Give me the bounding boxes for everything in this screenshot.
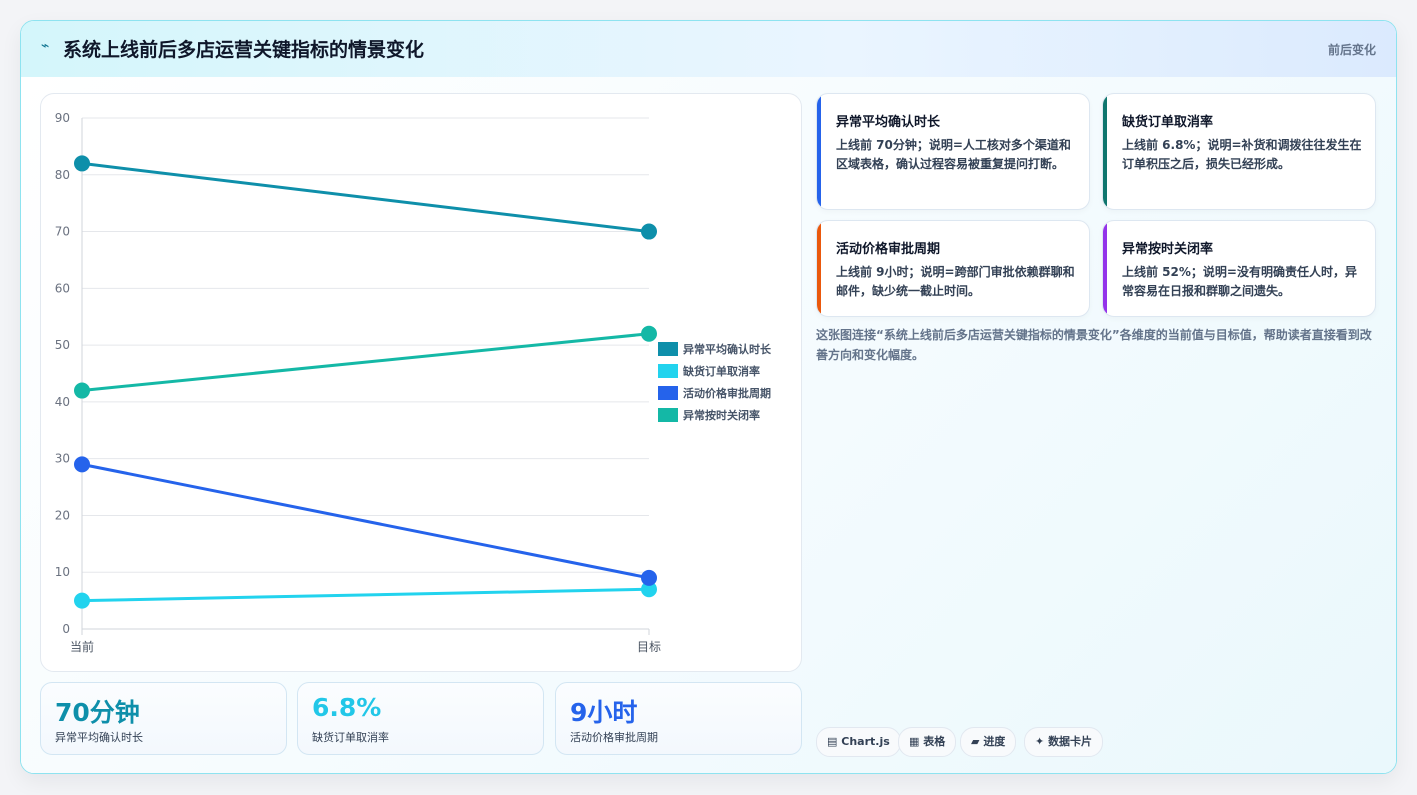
chart-description: 这张图连接“系统上线前后多店运营关键指标的情景变化”各维度的当前值与目标值，帮助… (816, 328, 1372, 362)
kpi-value: 9小时 (570, 698, 638, 727)
data-point (74, 592, 90, 609)
info-text: 上线前 9小时；说明=跨部门审批依赖群聊和邮件，缺少统一截止时间。 (836, 265, 1075, 298)
info-text: 上线前 52%；说明=没有明确责任人时，异常容易在日报和群聊之间遗失。 (1122, 265, 1357, 298)
kpi-card-approval-cycle: 9小时 活动价格审批周期 (555, 682, 802, 755)
legend-swatch (658, 364, 678, 378)
series-line (81, 161, 650, 234)
info-card-close-rate: 异常按时关闭率 上线前 52%；说明=没有明确责任人时，异常容易在日报和群聊之间… (1102, 220, 1376, 317)
data-point (641, 223, 657, 240)
y-tick-label: 50 (55, 338, 70, 352)
info-card-confirm-time: 异常平均确认时长 上线前 70分钟；说明=人工核对多个渠道和区域表格，确认过程容… (816, 93, 1090, 210)
info-title: 活动价格审批周期 (836, 242, 941, 257)
kpi-label: 活动价格审批周期 (570, 731, 658, 744)
legend-swatch (658, 342, 678, 356)
chart-icon: ▤ (827, 735, 838, 748)
chip-label: Chart.js (841, 735, 890, 748)
line-chart: 0 10 20 30 40 50 60 70 80 90 当前 目标 异常平均确认时长缺货订单取消率活动… (55, 111, 772, 654)
info-title: 缺货订单取消率 (1122, 115, 1214, 130)
legend-label: 活动价格审批周期 (683, 386, 771, 400)
chart-panel: 0 10 20 30 40 50 60 70 80 90 当前 目标 异常平均确认时长 缺货订单取消率 活动… (40, 93, 802, 672)
data-point (74, 456, 90, 473)
series-line (81, 587, 650, 603)
kpi-value: 70分钟 (55, 698, 140, 727)
table-icon: ▦ (909, 735, 920, 748)
info-card-approval-cycle: 活动价格审批周期 上线前 9小时；说明=跨部门审批依赖群聊和邮件，缺少统一截止时… (816, 220, 1090, 317)
series-line (81, 462, 650, 580)
accent-bar (817, 221, 821, 316)
kpi-value: 6.8% (312, 693, 382, 722)
info-text: 上线前 6.8%；说明=补货和调拨往往发生在订单积压之后，损失已经形成。 (1122, 138, 1362, 171)
data-point (74, 382, 90, 399)
legend-label: 缺货订单取消率 (682, 364, 760, 378)
y-tick-label: 90 (55, 111, 70, 125)
info-title: 异常按时关闭率 (1122, 242, 1214, 257)
kpi-label: 缺货订单取消率 (312, 731, 389, 744)
chip-chartjs[interactable]: ▤ Chart.js (816, 727, 901, 757)
y-tick-label: 60 (55, 281, 70, 295)
y-tick-label: 30 (55, 452, 70, 466)
chip-label: 数据卡片 (1048, 735, 1093, 748)
chip-data-cards[interactable]: ✦ 数据卡片 (1024, 727, 1104, 757)
legend-label: 异常按时关闭率 (683, 408, 760, 422)
chip-label: 进度 (983, 735, 1006, 748)
y-tick-label: 0 (62, 622, 70, 636)
x-tick-label: 目标 (637, 640, 661, 654)
header-bar: ⌁ 系统上线前后多店运营关键指标的情景变化 前后变化 (21, 21, 1396, 77)
info-title: 异常平均确认时长 (836, 115, 941, 130)
progress-icon: ▰ (971, 735, 980, 748)
y-tick-label: 10 (55, 565, 70, 579)
data-point (641, 569, 657, 586)
kpi-label: 异常平均确认时长 (55, 731, 143, 744)
pulse-icon: ⌁ (41, 38, 50, 54)
accent-bar (1103, 221, 1107, 316)
legend-swatch (658, 386, 678, 400)
chip-label: 表格 (923, 735, 946, 748)
y-tick-label: 80 (55, 168, 70, 182)
series-line (81, 332, 650, 393)
info-card-cancel-rate: 缺货订单取消率 上线前 6.8%；说明=补货和调拨往往发生在订单积压之后，损失已… (1102, 93, 1376, 210)
accent-bar (817, 94, 821, 209)
data-point (641, 581, 657, 598)
header-tag: 前后变化 (1327, 43, 1376, 57)
dashboard-card: ⌁ 系统上线前后多店运营关键指标的情景变化 前后变化 0 10 20 30 40 50 60… (20, 20, 1397, 774)
info-text: 上线前 70分钟；说明=人工核对多个渠道和区域表格，确认过程容易被重复提问打断。 (836, 138, 1071, 171)
data-point (641, 325, 657, 342)
data-point (74, 155, 90, 172)
sparkle-icon: ✦ (1035, 735, 1045, 748)
y-tick-label: 20 (55, 508, 70, 522)
x-tick-label: 当前 (70, 639, 94, 654)
kpi-card-cancel-rate: 6.8% 缺货订单取消率 (297, 682, 544, 755)
y-tick-label: 40 (55, 395, 70, 409)
accent-bar (1103, 94, 1107, 209)
kpi-card-confirm-time: 70分钟 异常平均确认时长 (40, 682, 287, 755)
y-tick-label: 70 (55, 225, 70, 239)
chip-progress[interactable]: ▰ 进度 (960, 727, 1017, 757)
page-title: 系统上线前后多店运营关键指标的情景变化 (63, 39, 425, 61)
legend-label: 异常平均确认时长 (683, 342, 772, 356)
chip-table[interactable]: ▦ 表格 (898, 727, 957, 757)
legend-swatch (658, 408, 678, 422)
